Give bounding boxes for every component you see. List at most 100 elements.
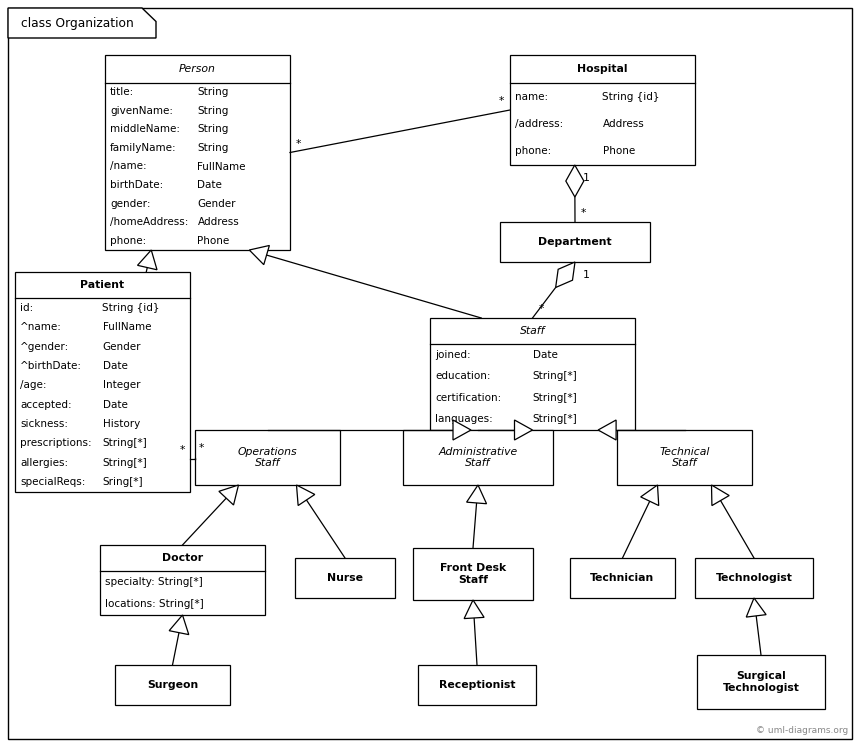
- Text: 1: 1: [583, 270, 590, 280]
- Text: sickness:: sickness:: [20, 419, 68, 429]
- Polygon shape: [598, 420, 616, 440]
- Text: allergies:: allergies:: [20, 458, 68, 468]
- Text: /name:: /name:: [110, 161, 146, 172]
- Polygon shape: [556, 262, 575, 288]
- Bar: [195, 430, 340, 485]
- Text: id:: id:: [20, 303, 34, 313]
- Text: Operations
Staff: Operations Staff: [237, 447, 298, 468]
- Text: birthDate:: birthDate:: [110, 180, 163, 190]
- Text: Date: Date: [102, 361, 127, 371]
- Text: Phone: Phone: [603, 146, 635, 156]
- Text: Phone: Phone: [198, 236, 230, 246]
- Polygon shape: [566, 165, 584, 197]
- Text: String {id}: String {id}: [603, 92, 660, 102]
- Text: /age:: /age:: [20, 380, 46, 390]
- Polygon shape: [219, 485, 238, 505]
- Text: String: String: [198, 143, 229, 153]
- Bar: [617, 430, 752, 485]
- Text: specialty: String[*]: specialty: String[*]: [105, 577, 203, 587]
- Text: Gender: Gender: [102, 341, 141, 352]
- Text: Address: Address: [603, 119, 644, 129]
- Text: String[*]: String[*]: [532, 415, 577, 424]
- Text: Person: Person: [179, 64, 216, 74]
- Text: Surgeon: Surgeon: [147, 680, 198, 690]
- Text: familyName:: familyName:: [110, 143, 176, 153]
- Text: accepted:: accepted:: [20, 400, 71, 409]
- Text: /address:: /address:: [515, 119, 563, 129]
- Text: locations: String[*]: locations: String[*]: [105, 599, 204, 609]
- Text: String: String: [198, 125, 229, 134]
- Text: Department: Department: [538, 237, 611, 247]
- Polygon shape: [169, 615, 189, 635]
- Text: givenName:: givenName:: [110, 106, 173, 116]
- Text: Technician: Technician: [590, 573, 654, 583]
- Text: Front Desk
Staff: Front Desk Staff: [440, 563, 506, 585]
- Text: Doctor: Doctor: [162, 553, 203, 563]
- Text: class Organization: class Organization: [21, 16, 133, 29]
- Polygon shape: [249, 246, 269, 264]
- Text: specialReqs:: specialReqs:: [20, 477, 85, 487]
- Text: *: *: [581, 208, 587, 218]
- Bar: [695, 558, 813, 598]
- Polygon shape: [138, 250, 157, 270]
- Polygon shape: [453, 420, 471, 440]
- Text: FullName: FullName: [198, 161, 246, 172]
- Text: /homeAddress:: /homeAddress:: [110, 217, 188, 227]
- Text: Technical
Staff: Technical Staff: [660, 447, 710, 468]
- Bar: [418, 665, 536, 705]
- Text: String[*]: String[*]: [102, 458, 147, 468]
- Text: Nurse: Nurse: [327, 573, 363, 583]
- Text: FullName: FullName: [102, 322, 151, 332]
- Text: ^birthDate:: ^birthDate:: [20, 361, 82, 371]
- Text: © uml-diagrams.org: © uml-diagrams.org: [756, 726, 848, 735]
- Text: String[*]: String[*]: [102, 438, 147, 448]
- Text: prescriptions:: prescriptions:: [20, 438, 92, 448]
- Text: *: *: [180, 445, 185, 455]
- Text: 1: 1: [583, 173, 590, 183]
- Polygon shape: [514, 420, 532, 440]
- Text: String: String: [198, 106, 229, 116]
- Polygon shape: [746, 598, 766, 617]
- Text: *: *: [296, 138, 301, 149]
- Text: Receptionist: Receptionist: [439, 680, 515, 690]
- Text: name:: name:: [515, 92, 548, 102]
- Text: Address: Address: [198, 217, 239, 227]
- Bar: [403, 430, 553, 485]
- Text: Staff: Staff: [519, 326, 545, 336]
- Text: certification:: certification:: [435, 393, 501, 403]
- Text: String[*]: String[*]: [532, 371, 577, 381]
- Text: Date: Date: [198, 180, 223, 190]
- Polygon shape: [467, 485, 487, 503]
- Bar: [510, 55, 695, 165]
- Text: education:: education:: [435, 371, 490, 381]
- Text: String {id}: String {id}: [102, 303, 160, 313]
- Polygon shape: [8, 8, 156, 38]
- Bar: [100, 545, 265, 615]
- Bar: [697, 655, 825, 709]
- Text: gender:: gender:: [110, 199, 150, 208]
- Text: Hospital: Hospital: [577, 64, 628, 74]
- Text: phone:: phone:: [515, 146, 551, 156]
- Polygon shape: [711, 485, 729, 506]
- Bar: [430, 318, 635, 430]
- Text: Date: Date: [102, 400, 127, 409]
- Text: *: *: [538, 304, 544, 314]
- Bar: [295, 558, 395, 598]
- Bar: [105, 55, 290, 250]
- Bar: [15, 272, 190, 492]
- Text: Integer: Integer: [102, 380, 140, 390]
- Text: Administrative
Staff: Administrative Staff: [439, 447, 518, 468]
- Text: middleName:: middleName:: [110, 125, 180, 134]
- Text: *: *: [199, 444, 205, 453]
- Text: History: History: [102, 419, 139, 429]
- Text: String: String: [198, 87, 229, 97]
- Text: Date: Date: [532, 350, 557, 360]
- Polygon shape: [297, 485, 315, 506]
- Text: phone:: phone:: [110, 236, 146, 246]
- Text: Patient: Patient: [81, 280, 125, 290]
- Bar: [500, 222, 650, 262]
- Text: joined:: joined:: [435, 350, 470, 360]
- Text: ^name:: ^name:: [20, 322, 62, 332]
- Text: Surgical
Technologist: Surgical Technologist: [722, 672, 800, 692]
- Bar: [570, 558, 675, 598]
